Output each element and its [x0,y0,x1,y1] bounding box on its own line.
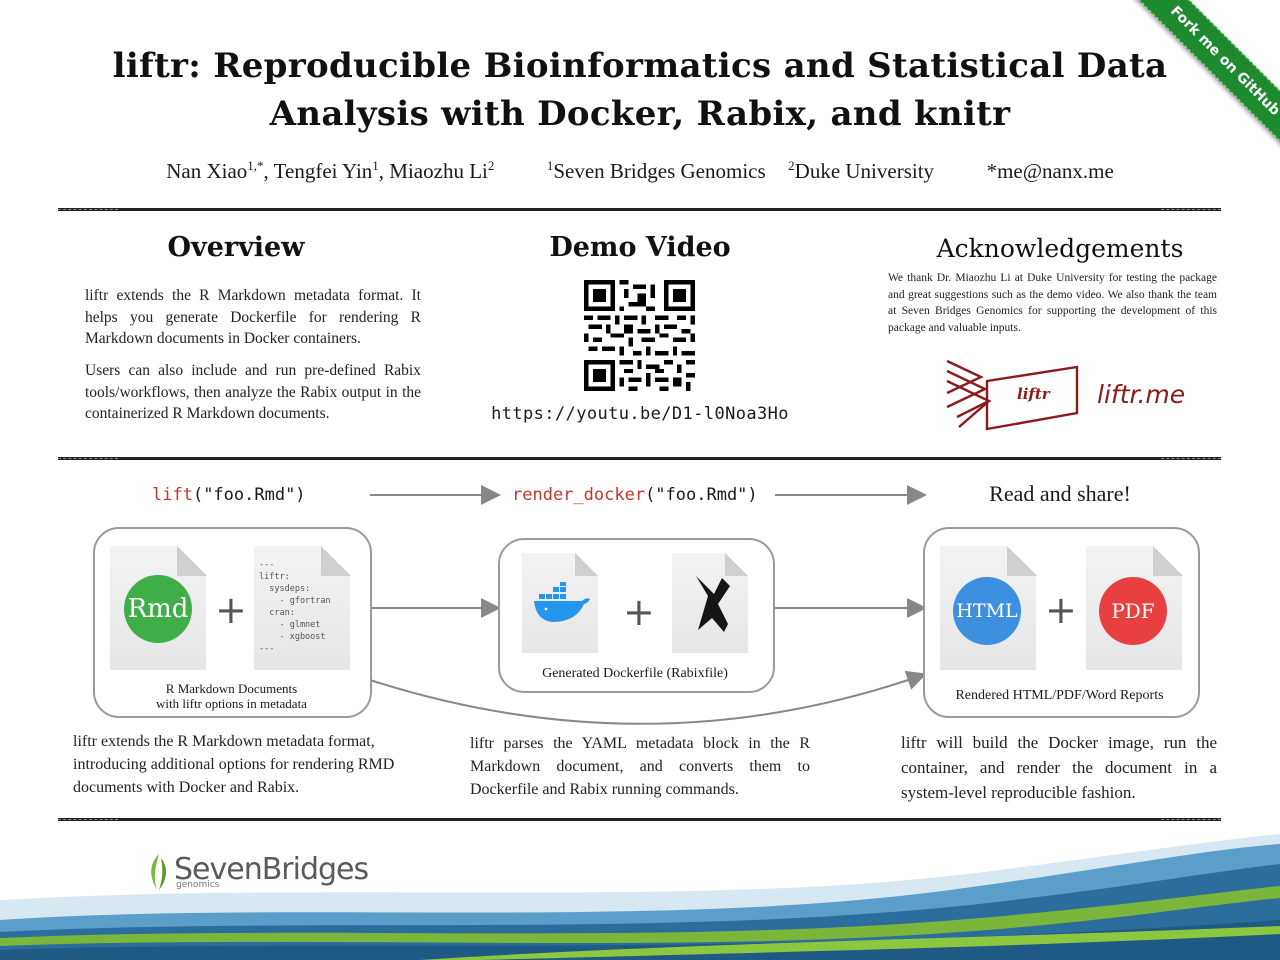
page-fold-icon [725,553,748,576]
sevenbridges-logo-text: SevenBridges [174,852,369,887]
divider-rule [58,208,1221,211]
curve-arrow-icon [369,670,927,725]
liftr-logo-text: liftr [1017,385,1051,403]
author-sep: , [263,159,274,183]
overview-paragraph-1: liftr extends the R Markdown metadata fo… [85,287,421,347]
lift-call-label: lift("foo.Rmd") [152,485,306,505]
qr-code-icon[interactable] [584,280,695,391]
poster-title-line2: Analysis with Docker, Rabix, and knitr [269,94,1011,134]
ack-text: We thank Dr. Miaozhu Li at Duke Universi… [888,272,1217,334]
author-sup: 2 [487,158,495,173]
plus-icon: + [1045,588,1077,632]
rmd-caption-line2: with liftr options in metadata [156,696,307,711]
page-fold-icon [1007,546,1037,576]
page-fold-icon [321,546,351,576]
divider-rule [58,818,1221,821]
sevenbridges-leaf-icon [151,854,167,890]
author-name: Nan Xiao [166,159,248,183]
affiliation-sup: 1 [546,158,554,173]
authors-line: Nan Xiao1,*, Tengfei Yin1, Miaozhu Li2 1… [0,158,1280,184]
render-fn-name: render_docker [512,485,646,505]
step3-description: liftr will build the Docker image, run t… [901,733,1217,802]
yaml-code-block: --- liftr: sysdeps: - gfortran cran: - g… [259,560,331,654]
poster-title-line1: liftr: Reproducible Bioinformatics and S… [112,46,1168,86]
author-name: Tengfei Yin [273,159,373,183]
rmd-caption-line1: R Markdown Documents [165,681,298,696]
rabix-logo-icon [696,576,730,632]
lift-fn-arg: ("foo.Rmd") [192,485,306,505]
step1-description: liftr extends the R Markdown metadata fo… [73,733,395,796]
html-badge: HTML [953,577,1021,645]
affiliation-name: Duke University [794,159,935,183]
render-fn-arg: ("foo.Rmd") [645,485,758,505]
page-fold-icon [1153,546,1183,576]
affiliation-name: Seven Bridges Genomics [553,159,766,183]
plus-icon: + [215,588,247,632]
author-sup: 1 [372,158,379,173]
ack-heading: Acknowledgements [936,234,1184,263]
render-docker-call-label: render_docker("foo.Rmd") [512,485,758,505]
liftr-logo-icon: liftr [946,359,1079,431]
divider-rule [58,457,1221,460]
step2-description: liftr parses the YAML metadata block in … [470,735,810,798]
liftr-site-link[interactable]: liftr.me [1097,380,1186,409]
demo-heading: Demo Video [549,232,731,263]
rmd-badge: Rmd [124,575,192,643]
reports-caption: Rendered HTML/PDF/Word Reports [955,688,1164,703]
footer-waves [0,834,1280,960]
affiliation-sup: 2 [788,158,795,173]
read-share-label: Read and share! [989,481,1131,506]
author-name: Miaozhu Li [389,159,488,183]
docker-whale-icon [534,582,590,622]
pdf-badge: PDF [1099,577,1167,645]
dockerfile-caption: Generated Dockerfile (Rabixfile) [542,666,728,681]
overview-paragraph-2: Users can also include and run pre-defin… [85,362,421,422]
demo-video-url[interactable]: https://youtu.be/D1-l0Noa3Ho [491,404,789,424]
page-fold-icon [575,553,598,576]
lift-fn-name: lift [152,485,193,505]
author-sup: 1,* [247,158,264,173]
rmd-caption: R Markdown Documents with liftr options … [100,681,363,711]
page-fold-icon [177,546,207,576]
sevenbridges-logo-sub: genomics [176,880,220,890]
plus-icon: + [623,590,655,634]
author-sep: , [378,159,390,183]
overview-heading: Overview [167,232,305,263]
contact-email[interactable]: *me@nanx.me [986,159,1114,183]
